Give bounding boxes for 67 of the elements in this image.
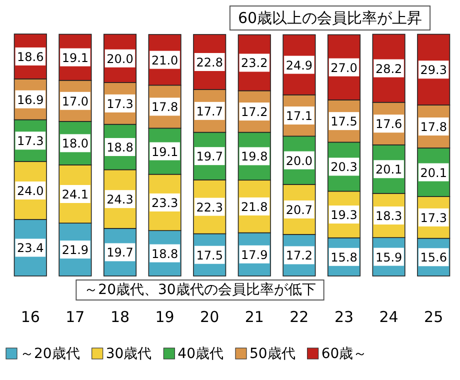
data-label: 17.3: [106, 96, 134, 111]
data-label: 17.1: [286, 109, 313, 124]
data-label: 19.3: [330, 208, 358, 222]
legend-label: ～20歳代: [20, 346, 80, 362]
data-label: 17.5: [330, 114, 358, 129]
data-label: 20.0: [286, 154, 313, 168]
legend-label: 30歳代: [106, 346, 152, 362]
data-label: 24.0: [17, 184, 44, 198]
legend-label: 60歳～: [321, 346, 368, 362]
data-label: 17.5: [196, 248, 223, 262]
data-label: 21.8: [241, 200, 268, 214]
data-label: 17.6: [375, 117, 402, 132]
data-label: 16.9: [17, 92, 44, 107]
data-label: 17.2: [241, 105, 268, 120]
x-tick-label: 18: [110, 308, 130, 326]
data-label: 19.8: [241, 150, 268, 164]
data-label: 19.1: [151, 144, 178, 159]
legend-label: 40歳代: [178, 346, 224, 362]
x-tick-label: 17: [66, 308, 85, 326]
data-label: 15.8: [330, 250, 358, 264]
annotation: 60歳以上の会員比率が上昇: [229, 6, 431, 30]
data-label: 22.8: [196, 56, 223, 70]
data-label: 17.2: [286, 248, 313, 263]
data-label: 20.1: [420, 166, 447, 180]
x-tick-label: 19: [155, 308, 174, 326]
x-tick-label: 21: [244, 308, 264, 326]
x-tick-label: 24: [379, 308, 398, 326]
data-label: 20.1: [375, 162, 402, 177]
data-label: 23.4: [17, 241, 44, 256]
legend-label: 50歳代: [249, 346, 296, 362]
data-label: 17.8: [420, 120, 447, 134]
data-label: 19.1: [62, 50, 89, 65]
x-tick-label: 20: [200, 308, 220, 326]
data-label: 23.3: [151, 196, 178, 210]
data-label: 19.7: [106, 246, 134, 260]
data-label: 20.3: [330, 160, 358, 174]
data-label: 21.9: [62, 243, 89, 258]
data-label: 17.8: [151, 100, 178, 114]
data-label: 20.0: [106, 52, 134, 66]
data-label: 18.8: [106, 140, 134, 155]
data-label: 28.2: [375, 62, 402, 76]
data-label: 18.8: [151, 246, 178, 261]
data-label: 17.3: [17, 134, 44, 148]
x-tick-label: 16: [20, 308, 40, 326]
data-label: 17.0: [62, 94, 89, 108]
x-tick-label: 22: [290, 308, 309, 326]
data-label: 29.3: [420, 63, 447, 78]
data-label: 17.3: [420, 210, 447, 225]
data-label: 23.2: [241, 56, 268, 70]
data-label: 24.1: [62, 188, 89, 202]
data-label: 24.9: [286, 58, 313, 72]
x-tick-label: 25: [424, 308, 444, 326]
data-label: 27.0: [330, 60, 358, 75]
annotation: ～20歳代、30歳代の会員比率が低下: [76, 280, 324, 300]
data-label: 18.6: [17, 50, 44, 64]
data-label: 20.7: [286, 202, 313, 217]
data-label: 15.6: [420, 250, 447, 265]
data-label: 18.0: [62, 136, 89, 151]
data-label: 17.9: [241, 248, 268, 262]
data-label: 15.9: [375, 250, 402, 264]
data-label: 19.7: [196, 150, 223, 164]
data-label: 24.3: [106, 192, 134, 207]
data-label: 21.0: [151, 53, 178, 68]
data-label: 17.7: [196, 104, 223, 118]
x-tick-label: 23: [334, 308, 354, 326]
data-label: 18.3: [375, 209, 402, 223]
data-label: 22.3: [196, 200, 223, 214]
